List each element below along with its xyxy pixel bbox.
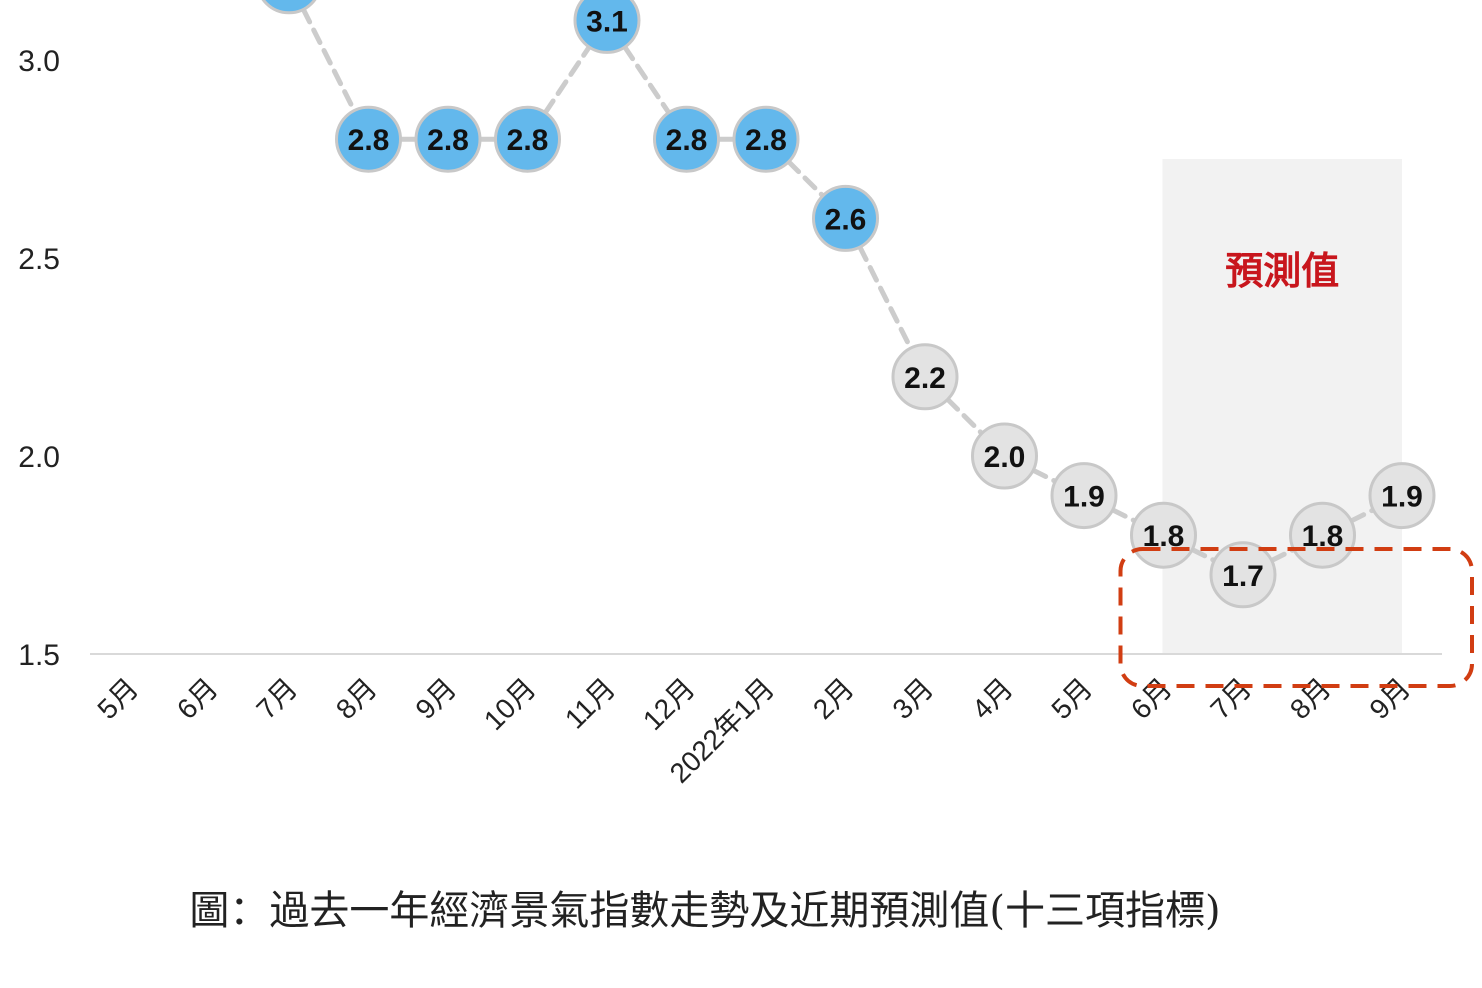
x-tick-label: 12月 (637, 672, 701, 736)
data-point (414, 105, 482, 173)
data-point (1050, 462, 1118, 530)
x-tick-label: 2月 (807, 672, 860, 725)
data-label: 1.9 (1063, 481, 1105, 514)
forecast-shade (1162, 159, 1402, 654)
forecast-box (1118, 547, 1474, 688)
data-point (1289, 501, 1356, 569)
data-label: 2.8 (745, 124, 787, 157)
data-point (1368, 462, 1436, 530)
series-connector (300, 6, 357, 114)
series-connector (1348, 507, 1376, 524)
data-label: 2.6 (825, 203, 867, 236)
series-connector (1110, 507, 1138, 524)
data-point (971, 422, 1038, 490)
x-tick-label: 7月 (1205, 672, 1258, 725)
series-connector (857, 244, 914, 351)
y-tick-label: 3.0 (18, 45, 60, 78)
data-label: 2.2 (904, 362, 946, 395)
data-point (812, 184, 879, 252)
data-point (573, 0, 641, 54)
data-label: 2.8 (427, 124, 469, 157)
data-label: 1.7 (1222, 560, 1264, 593)
series-connector (622, 44, 672, 116)
y-tick-label: 2.0 (18, 441, 60, 474)
data-point (261, 0, 317, 15)
series-connector (786, 159, 826, 199)
data-point (494, 105, 561, 173)
series-connector (1269, 546, 1297, 564)
data-label: 2.8 (507, 124, 549, 157)
x-tick-label: 8月 (330, 672, 383, 725)
data-label: 2.0 (984, 441, 1026, 474)
data-label: 1.9 (1381, 481, 1423, 514)
data-point (732, 105, 800, 173)
chart-caption: 圖：過去一年經濟景氣指數走勢及近期預測值(十三項指標) (189, 888, 1221, 934)
data-point (1130, 501, 1197, 569)
chart: 預測值 1.52.02.53.03.54.05月6月7月8月9月10月11月12… (18, 0, 1474, 789)
forecast-label: 預測值 (1225, 249, 1339, 293)
data-point (1209, 541, 1277, 609)
x-tick-label: 10月 (478, 672, 542, 736)
x-tick-label: 9月 (410, 672, 463, 725)
data-label: 2.8 (666, 124, 708, 157)
x-tick-label: 5月 (92, 672, 145, 725)
x-tick-label: 6月 (1125, 672, 1178, 725)
series-connector (1189, 546, 1217, 564)
x-tick-label: 4月 (966, 672, 1019, 725)
x-tick-label: 9月 (1364, 672, 1417, 725)
data-point (891, 343, 959, 411)
x-tick-label: 11月 (559, 672, 621, 734)
x-tick-label: 3月 (887, 672, 940, 725)
data-point (335, 105, 402, 173)
data-label: 3.1 (586, 5, 628, 38)
data-point (653, 105, 720, 173)
x-tick-label: 5月 (1046, 672, 1099, 725)
series-connector (945, 396, 985, 436)
y-tick-label: 2.5 (18, 243, 60, 276)
x-tick-label: 6月 (171, 672, 224, 725)
x-tick-label: 8月 (1284, 672, 1337, 725)
series-connector (542, 44, 592, 116)
data-label: 2.8 (348, 124, 390, 157)
y-tick-label: 1.5 (18, 639, 60, 672)
series-connector (1030, 467, 1058, 484)
x-tick-label: 7月 (251, 672, 304, 725)
